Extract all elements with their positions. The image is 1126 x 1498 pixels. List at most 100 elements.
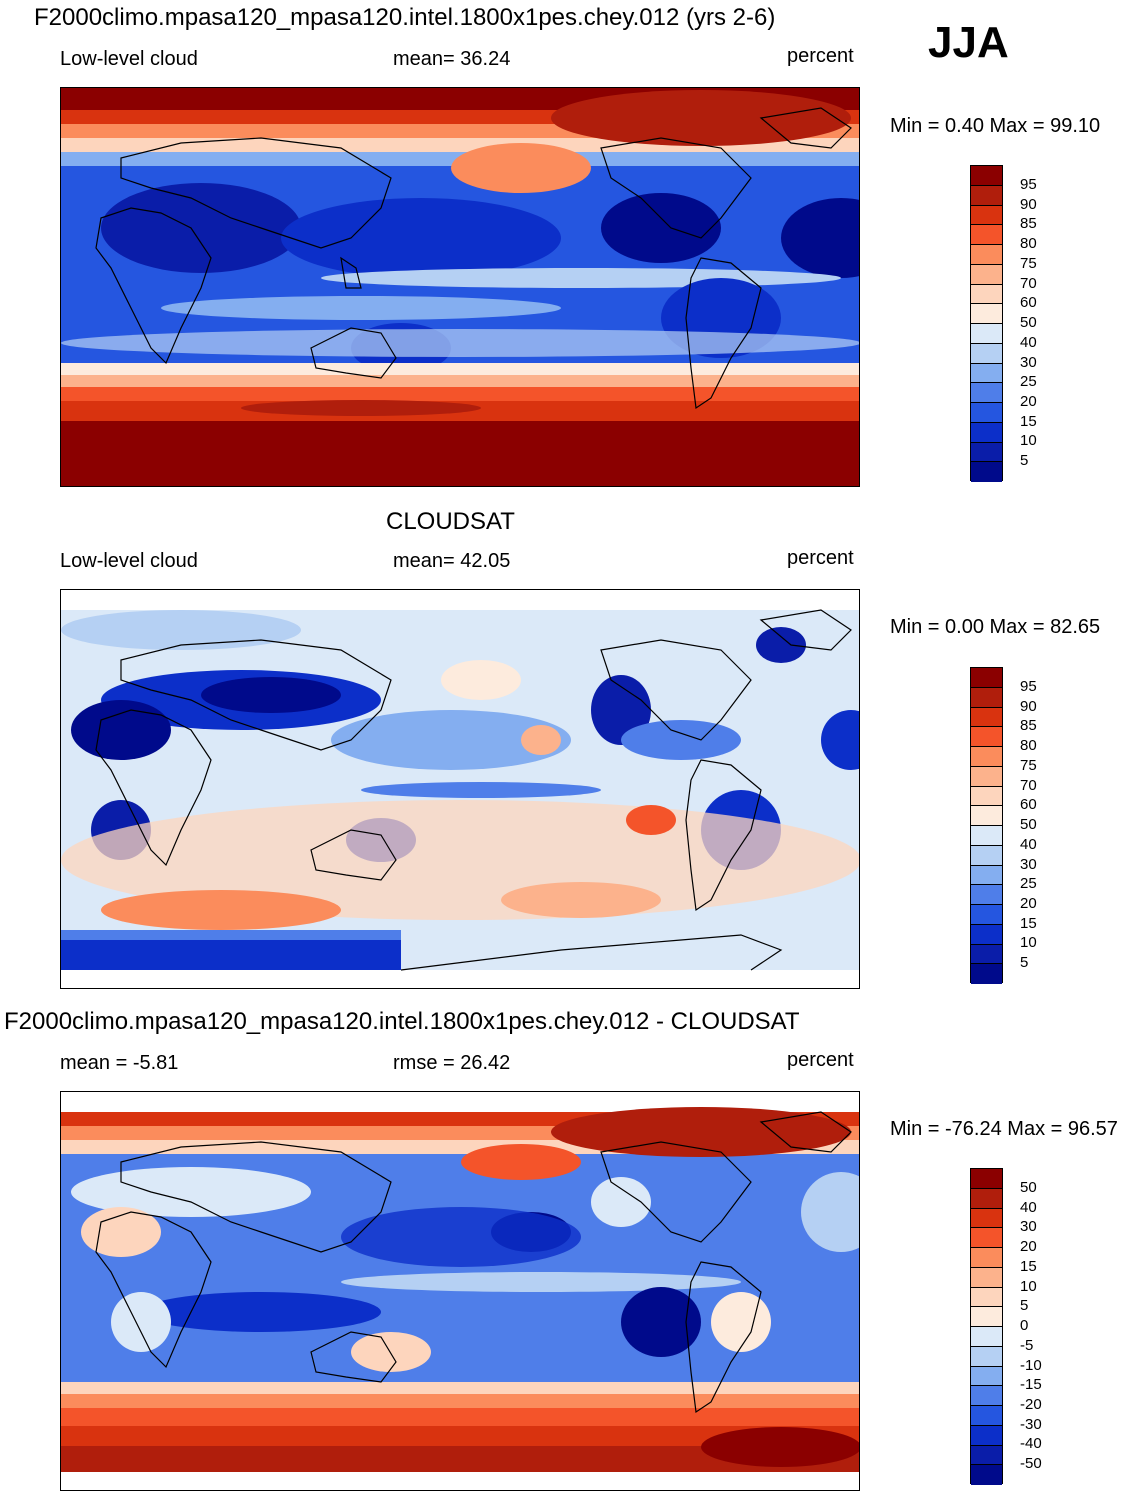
panel2-colorbar-segment [971,826,1002,846]
colorbar-tick-label: 0 [1020,1317,1029,1334]
colorbar-tick-label: 5 [1020,452,1029,469]
panel2-map [60,589,860,989]
colorbar-tick-label: 40 [1020,1199,1037,1216]
panel1-colorbar-segment [971,284,1002,305]
panel3-colorbar-segment [971,1346,1002,1367]
panel2-colorbar [970,667,1003,984]
colorbar-tick-label: 30 [1020,856,1037,873]
panel1-colorbar-segment [971,403,1002,423]
colorbar-tick-label: 30 [1020,1218,1037,1235]
colorbar-tick-label: 85 [1020,215,1037,232]
panel2-colorbar-segment [971,944,1002,965]
panel3-rmse-label: rmse = 26.42 [393,1052,511,1074]
panel2-units-label: percent [787,547,854,569]
colorbar-tick-label: -20 [1020,1396,1042,1413]
panel1-colorbar-segment [971,205,1002,226]
main-title: F2000climo.mpasa120_mpasa120.intel.1800x… [34,4,776,31]
panel1-colorbar-segment [971,245,1002,265]
panel1-mean-label: mean= 36.24 [393,48,511,70]
panel3-minmax: Min = -76.24 Max = 96.57 [890,1118,1118,1140]
panel3-colorbar-segment [971,1228,1002,1248]
panel2-minmax: Min = 0.00 Max = 82.65 [890,616,1101,638]
panel2-colorbar-segment [971,687,1002,708]
colorbar-tick-label: 20 [1020,1238,1037,1255]
colorbar-tick-label: 60 [1020,796,1037,813]
panel3-colorbar-segment [971,1208,1002,1229]
panel1-colorbar-segment [971,324,1002,344]
panel2-colorbar-segment [971,806,1002,826]
colorbar-tick-label: -15 [1020,1376,1042,1393]
colorbar-tick-label: 70 [1020,777,1037,794]
colorbar-tick-label: 30 [1020,354,1037,371]
panel3-colorbar-segment [971,1366,1002,1387]
colorbar-tick-label: 25 [1020,373,1037,390]
panel2-colorbar-segment [971,885,1002,905]
colorbar-tick-label: 75 [1020,255,1037,272]
colorbar-tick-label: 90 [1020,196,1037,213]
panel2-colorbar-segment [971,964,1002,984]
panel3-colorbar-segment [971,1287,1002,1308]
panel3-colorbar-segment [971,1267,1002,1288]
season-label: JJA [928,18,1009,67]
panel3-title: F2000climo.mpasa120_mpasa120.intel.1800x… [4,1008,800,1035]
panel2-colorbar-segment [971,786,1002,807]
colorbar-tick-label: 20 [1020,895,1037,912]
panel3-colorbar-segment [971,1445,1002,1466]
colorbar-tick-label: 80 [1020,737,1037,754]
panel1-colorbar-segment [971,383,1002,403]
panel1-colorbar-segment [971,304,1002,324]
panel2-colorbar-segment [971,905,1002,925]
colorbar-tick-label: 10 [1020,1278,1037,1295]
colorbar-tick-label: 25 [1020,875,1037,892]
panel2-colorbar-segment [971,707,1002,728]
colorbar-tick-label: 95 [1020,678,1037,695]
panel2-mean-label: mean= 42.05 [393,550,511,572]
colorbar-tick-label: -40 [1020,1435,1042,1452]
colorbar-tick-label: 50 [1020,314,1037,331]
panel1-left-label: Low-level cloud [60,48,198,70]
colorbar-tick-label: 40 [1020,836,1037,853]
colorbar-tick-label: 5 [1020,954,1029,971]
colorbar-tick-label: 50 [1020,1179,1037,1196]
panel2-colorbar-segment [971,747,1002,767]
colorbar-tick-label: 60 [1020,294,1037,311]
panel1-colorbar-segment [971,225,1002,245]
panel2-colorbar-segment [971,845,1002,866]
colorbar-tick-label: 10 [1020,432,1037,449]
panel3-colorbar-segment [971,1386,1002,1406]
panel3-colorbar-segment [971,1327,1002,1347]
panel1-colorbar [970,165,1003,482]
panel3-colorbar-segment [971,1425,1002,1446]
panel2-colorbar-segment [971,668,1002,688]
colorbar-tick-label: 5 [1020,1297,1029,1314]
panel3-colorbar-segment [971,1169,1002,1189]
panel3-colorbar-segment [971,1406,1002,1426]
colorbar-tick-label: 40 [1020,334,1037,351]
colorbar-tick-label: -5 [1020,1337,1034,1354]
colorbar-tick-label: 70 [1020,275,1037,292]
panel2-colorbar-segment [971,924,1002,945]
colorbar-tick-label: -30 [1020,1416,1042,1433]
panel1-units-label: percent [787,45,854,67]
panel1-colorbar-segment [971,422,1002,443]
panel2-left-label: Low-level cloud [60,550,198,572]
panel3-colorbar-segment [971,1248,1002,1268]
panel2-title: CLOUDSAT [386,508,515,535]
panel3-colorbar [970,1168,1003,1485]
colorbar-tick-label: 15 [1020,915,1037,932]
panel1-map [60,87,860,487]
colorbar-tick-label: 75 [1020,757,1037,774]
panel3-colorbar-segment [971,1188,1002,1209]
colorbar-tick-label: 50 [1020,816,1037,833]
panel1-colorbar-segment [971,343,1002,364]
panel1-colorbar-segment [971,442,1002,463]
colorbar-tick-label: 95 [1020,176,1037,193]
panel1-minmax: Min = 0.40 Max = 99.10 [890,115,1101,137]
colorbar-tick-label: -50 [1020,1455,1042,1472]
colorbar-tick-label: 90 [1020,698,1037,715]
panel1-colorbar-segment [971,264,1002,285]
colorbar-tick-label: -10 [1020,1357,1042,1374]
colorbar-tick-label: 15 [1020,1258,1037,1275]
panel3-units-label: percent [787,1049,854,1071]
colorbar-tick-label: 15 [1020,413,1037,430]
